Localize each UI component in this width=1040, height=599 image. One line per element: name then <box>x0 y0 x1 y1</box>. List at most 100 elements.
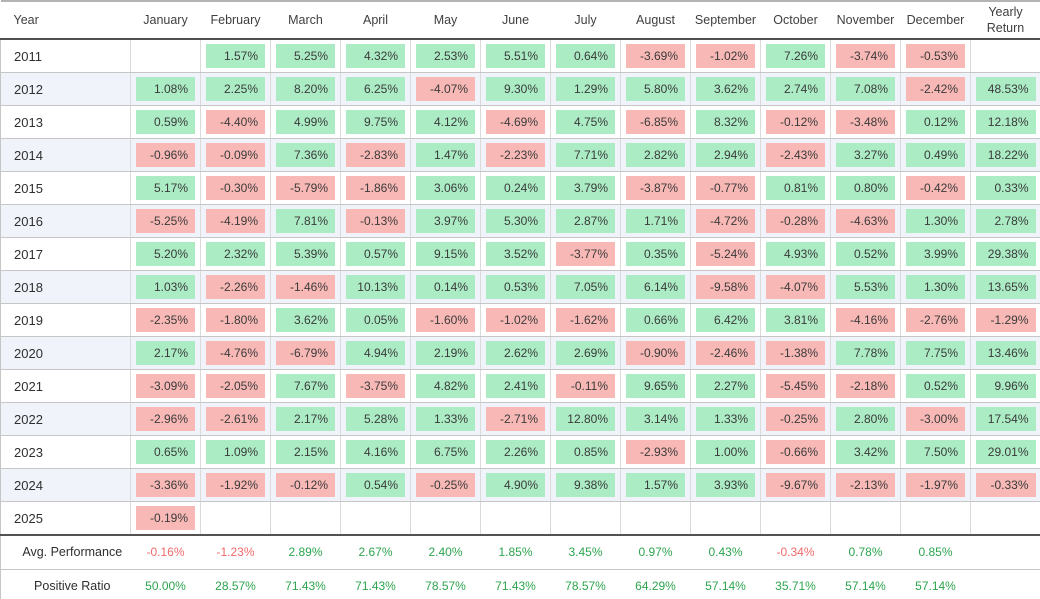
return-value: -2.26% <box>206 275 265 299</box>
return-value: -0.90% <box>626 341 685 365</box>
value-cell: -6.79% <box>270 336 341 370</box>
return-value: -0.12% <box>276 473 335 497</box>
value-cell: -2.61% <box>200 402 271 436</box>
return-value: 2.32% <box>206 242 265 266</box>
year-label: 2017 <box>0 237 131 271</box>
value-cell: 7.67% <box>270 369 341 403</box>
value-cell <box>690 501 761 536</box>
return-value: 1.71% <box>626 209 685 233</box>
value-cell: 8.20% <box>270 72 341 106</box>
return-value: -0.28% <box>766 209 825 233</box>
summary-value-cell: 71.43% <box>480 569 551 599</box>
value-cell: 2.32% <box>200 237 271 271</box>
value-cell: -0.11% <box>550 369 621 403</box>
return-value: -6.79% <box>276 341 335 365</box>
value-cell: 7.08% <box>830 72 901 106</box>
return-value: 3.62% <box>276 308 335 332</box>
summary-value: 2.89% <box>288 545 323 560</box>
value-cell: 1.00% <box>690 435 761 469</box>
summary-value-cell: 0.97% <box>620 534 691 570</box>
value-cell <box>550 501 621 536</box>
return-value: 2.80% <box>836 407 895 431</box>
value-cell: -0.30% <box>200 171 271 205</box>
value-cell: 2.62% <box>480 336 551 370</box>
value-cell: 0.05% <box>340 303 411 337</box>
value-cell: 1.57% <box>620 468 691 502</box>
value-cell: 9.38% <box>550 468 621 502</box>
table-row: 2020 2.17% -4.76% -6.79% 4.94% 2.19% 2.62% 2.69… <box>0 336 1040 370</box>
value-cell: 3.52% <box>480 237 551 271</box>
value-cell: 5.53% <box>830 270 901 304</box>
column-header-april: April <box>340 0 411 40</box>
value-cell: -5.45% <box>760 369 831 403</box>
value-cell <box>410 501 481 536</box>
table-header: Year January February March April May Ju… <box>0 0 1040 40</box>
return-value: 6.14% <box>626 275 685 299</box>
value-cell: 1.30% <box>900 204 971 238</box>
return-value: 3.42% <box>836 440 895 464</box>
column-header-september: September <box>690 0 761 40</box>
return-value: 3.81% <box>766 308 825 332</box>
return-value: 4.82% <box>416 374 475 398</box>
return-value: 7.67% <box>276 374 335 398</box>
return-value: 1.03% <box>136 275 195 299</box>
table-row: 2016 -5.25% -4.19% 7.81% -0.13% 3.97% 5.30% 2.8… <box>0 204 1040 238</box>
return-value: 6.75% <box>416 440 475 464</box>
year-label: 2022 <box>0 402 131 436</box>
value-cell <box>760 501 831 536</box>
return-value: 9.38% <box>556 473 615 497</box>
summary-value-cell: 0.43% <box>690 534 761 570</box>
return-value: -0.53% <box>906 44 965 68</box>
return-value: -2.13% <box>836 473 895 497</box>
value-cell: 3.14% <box>620 402 691 436</box>
year-label: 2011 <box>0 39 131 73</box>
value-cell <box>270 501 341 536</box>
summary-value-cell: 2.89% <box>270 534 341 570</box>
column-header-november: November <box>830 0 901 40</box>
return-value: -4.76% <box>206 341 265 365</box>
value-cell: 6.14% <box>620 270 691 304</box>
header-row: Year January February March April May Ju… <box>0 0 1040 40</box>
return-value: -0.25% <box>766 407 825 431</box>
value-cell: 3.06% <box>410 171 481 205</box>
return-value: -4.63% <box>836 209 895 233</box>
value-cell: -0.25% <box>760 402 831 436</box>
return-value: 3.06% <box>416 176 475 200</box>
return-value: -0.30% <box>206 176 265 200</box>
value-cell: 5.39% <box>270 237 341 271</box>
summary-value: 28.57% <box>215 579 256 593</box>
return-value: 1.33% <box>696 407 755 431</box>
year-label: 2021 <box>0 369 131 403</box>
return-value: -3.36% <box>136 473 195 497</box>
return-value: 2.41% <box>486 374 545 398</box>
return-value: 12.18% <box>976 110 1036 134</box>
summary-value: 0.43% <box>708 545 743 560</box>
value-cell: -5.24% <box>690 237 761 271</box>
value-cell: 7.75% <box>900 336 971 370</box>
summary-value: 78.57% <box>565 579 606 593</box>
return-value: -0.11% <box>556 374 615 398</box>
return-value: -4.72% <box>696 209 755 233</box>
value-cell: 0.64% <box>550 39 621 73</box>
return-value: -1.86% <box>346 176 405 200</box>
value-cell: -3.77% <box>550 237 621 271</box>
return-value: -0.42% <box>906 176 965 200</box>
year-label: 2012 <box>0 72 131 106</box>
value-cell: 2.87% <box>550 204 621 238</box>
value-cell: -0.09% <box>200 138 271 172</box>
value-cell: 2.25% <box>200 72 271 106</box>
value-cell: 5.30% <box>480 204 551 238</box>
return-value: 2.19% <box>416 341 475 365</box>
value-cell: -4.76% <box>200 336 271 370</box>
summary-value-cell: 78.57% <box>550 569 621 599</box>
value-cell: 0.57% <box>340 237 411 271</box>
value-cell: -3.87% <box>620 171 691 205</box>
return-value: -3.77% <box>556 242 615 266</box>
value-cell: -0.33% <box>970 468 1040 502</box>
value-cell: 2.17% <box>130 336 201 370</box>
return-value: 2.74% <box>766 77 825 101</box>
value-cell: 10.13% <box>340 270 411 304</box>
value-cell: -6.85% <box>620 105 691 139</box>
value-cell: 3.79% <box>550 171 621 205</box>
return-value: 1.29% <box>556 77 615 101</box>
